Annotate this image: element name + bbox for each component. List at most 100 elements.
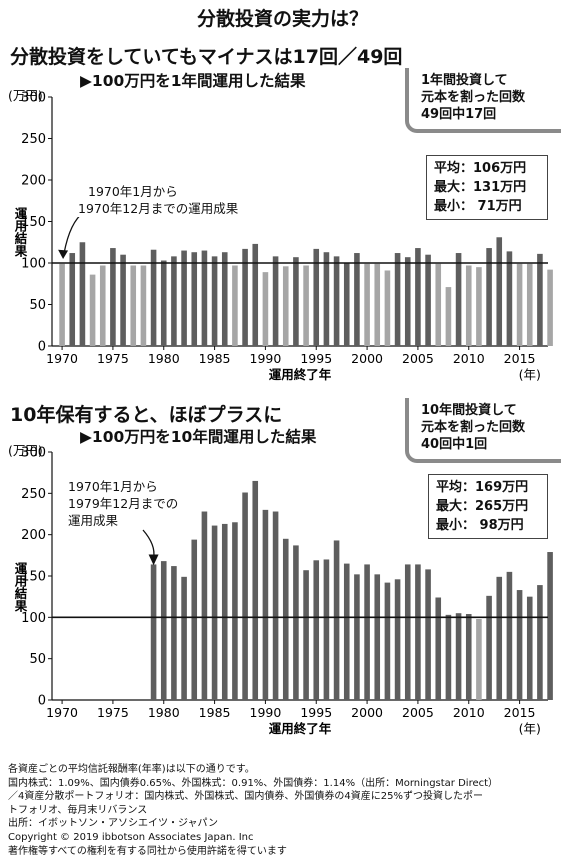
bar <box>364 263 370 346</box>
x-tick-label: 2000 <box>351 351 383 366</box>
bar <box>303 570 309 700</box>
bar <box>130 265 137 346</box>
y-tick-label: 250 <box>21 132 46 147</box>
bar <box>526 596 533 700</box>
annotation-arrowhead <box>58 249 69 259</box>
section1-subtitle: ▶100万円を1年間運用した結果 <box>80 72 306 90</box>
y-tick-label: 150 <box>21 215 46 230</box>
bar <box>476 267 482 346</box>
annotation-line: 運用成果 <box>68 513 119 528</box>
bar <box>486 248 492 346</box>
section1-stats-box: 平均：106万円 最大：131万円 最小： 71万円 <box>426 155 548 220</box>
bar <box>476 618 482 700</box>
section1-callout-line: 49回中17回 <box>421 107 497 122</box>
y-unit-label: (万円) <box>8 88 43 103</box>
y-axis-title: 運用結果 <box>13 562 28 613</box>
charts-svg: 0 50 100 150 200 250 300 1970 1975 1980 1985 1990 19… <box>8 88 553 736</box>
bar <box>384 582 391 700</box>
stat-max: 最大：265万円 <box>436 499 529 514</box>
footnote-line: 国内株式：1.09%、国内債券0.65%、外国株式：0.91%、外国債券：1.1… <box>8 777 499 789</box>
bar <box>313 560 320 700</box>
x-tick-label: 1995 <box>300 705 332 720</box>
bar <box>150 249 157 346</box>
bar <box>282 266 289 346</box>
bar <box>435 263 442 346</box>
x-tick-label: 1975 <box>97 351 129 366</box>
x-unit-label: (年) <box>519 367 541 382</box>
x-tick-label: 2010 <box>453 705 485 720</box>
bar <box>201 511 208 700</box>
stat-average: 平均：106万円 <box>434 161 527 176</box>
bar <box>415 564 421 700</box>
y-tick-label: 200 <box>21 528 46 543</box>
bar <box>455 613 462 700</box>
bar <box>262 272 269 346</box>
bar <box>232 265 238 346</box>
bar <box>99 265 106 346</box>
annotation-line: 1979年12月までの <box>68 496 179 511</box>
bar <box>486 595 492 700</box>
x-tick-label: 1995 <box>300 351 332 366</box>
y-tick-label: 100 <box>21 611 46 626</box>
bar <box>415 248 421 346</box>
annotation-arrowhead <box>148 554 159 566</box>
bar <box>506 571 513 700</box>
y-unit-label: (万円) <box>8 443 43 458</box>
bar <box>374 574 381 700</box>
section2-stats-box: 平均：169万円 最大：265万円 最小： 98万円 <box>428 474 548 539</box>
bar <box>282 538 289 700</box>
bar <box>425 254 431 346</box>
bar <box>252 480 259 700</box>
page-title: 分散投資の実力は？ <box>196 8 368 30</box>
annotation-line: 1970年1月から <box>68 479 158 494</box>
bar <box>455 253 462 346</box>
footnote-line: 著作権等すべての権利を有する同社から使用許諾を得ています <box>8 845 287 857</box>
footnote-line: 各資産ごとの平均信託報酬率(年率)は以下の通りです。 <box>8 764 255 775</box>
bar <box>272 511 279 700</box>
x-tick-label: 2005 <box>402 351 434 366</box>
bar <box>323 559 330 700</box>
y-tick-label: 150 <box>21 570 46 585</box>
bar <box>435 597 442 700</box>
bar <box>201 250 208 346</box>
bar <box>221 252 228 346</box>
x-unit-label: (年) <box>519 721 541 736</box>
bar <box>110 248 116 346</box>
bar <box>425 569 431 700</box>
x-tick-label: 2015 <box>504 351 536 366</box>
bar <box>333 256 340 346</box>
bar <box>59 263 65 346</box>
x-tick-label: 1970 <box>46 351 78 366</box>
bar <box>242 492 248 700</box>
x-tick-label: 2000 <box>351 705 383 720</box>
bar <box>384 270 391 346</box>
x-tick-label: 1985 <box>199 705 231 720</box>
bar <box>211 525 218 700</box>
bar <box>120 254 126 346</box>
y-tick-label: 300 <box>21 446 46 461</box>
y-tick-label: 50 <box>29 652 46 667</box>
chart-1yr: 0 50 100 150 200 250 300 1970 1975 1980 1985 1990 19… <box>8 88 553 382</box>
bar <box>171 566 177 700</box>
x-tick-label: 1990 <box>250 351 282 366</box>
y-tick-label: 250 <box>21 487 46 502</box>
bar <box>191 539 198 700</box>
bar <box>272 256 279 346</box>
bar <box>404 257 411 346</box>
bar <box>262 509 269 700</box>
section2-heading: 10年保有すると、ほぼプラスに <box>10 404 283 426</box>
section2-callout-line: 40回中1回 <box>421 437 488 452</box>
bar <box>374 263 381 346</box>
bar <box>496 576 503 700</box>
bar <box>323 252 330 346</box>
bar <box>537 585 543 700</box>
bar <box>516 263 523 346</box>
bar <box>69 253 76 346</box>
x-tick-label: 1970 <box>46 705 78 720</box>
y-axis-title: 運用結果 <box>13 207 28 258</box>
bar <box>181 250 187 346</box>
chart-10yr: 0 50 100 150 200 250 300 1970 1975 1980 1985 1990 19… <box>8 443 553 736</box>
section2-loss-callout: 10年間投資して 元本を割った回数 40回中1回 <box>405 398 561 463</box>
footnote-line: ／4資産分散ポートフォリオ：国内株式、外国株式、国内債券、外国債券の4資産に25… <box>8 791 483 803</box>
bar <box>211 256 218 346</box>
